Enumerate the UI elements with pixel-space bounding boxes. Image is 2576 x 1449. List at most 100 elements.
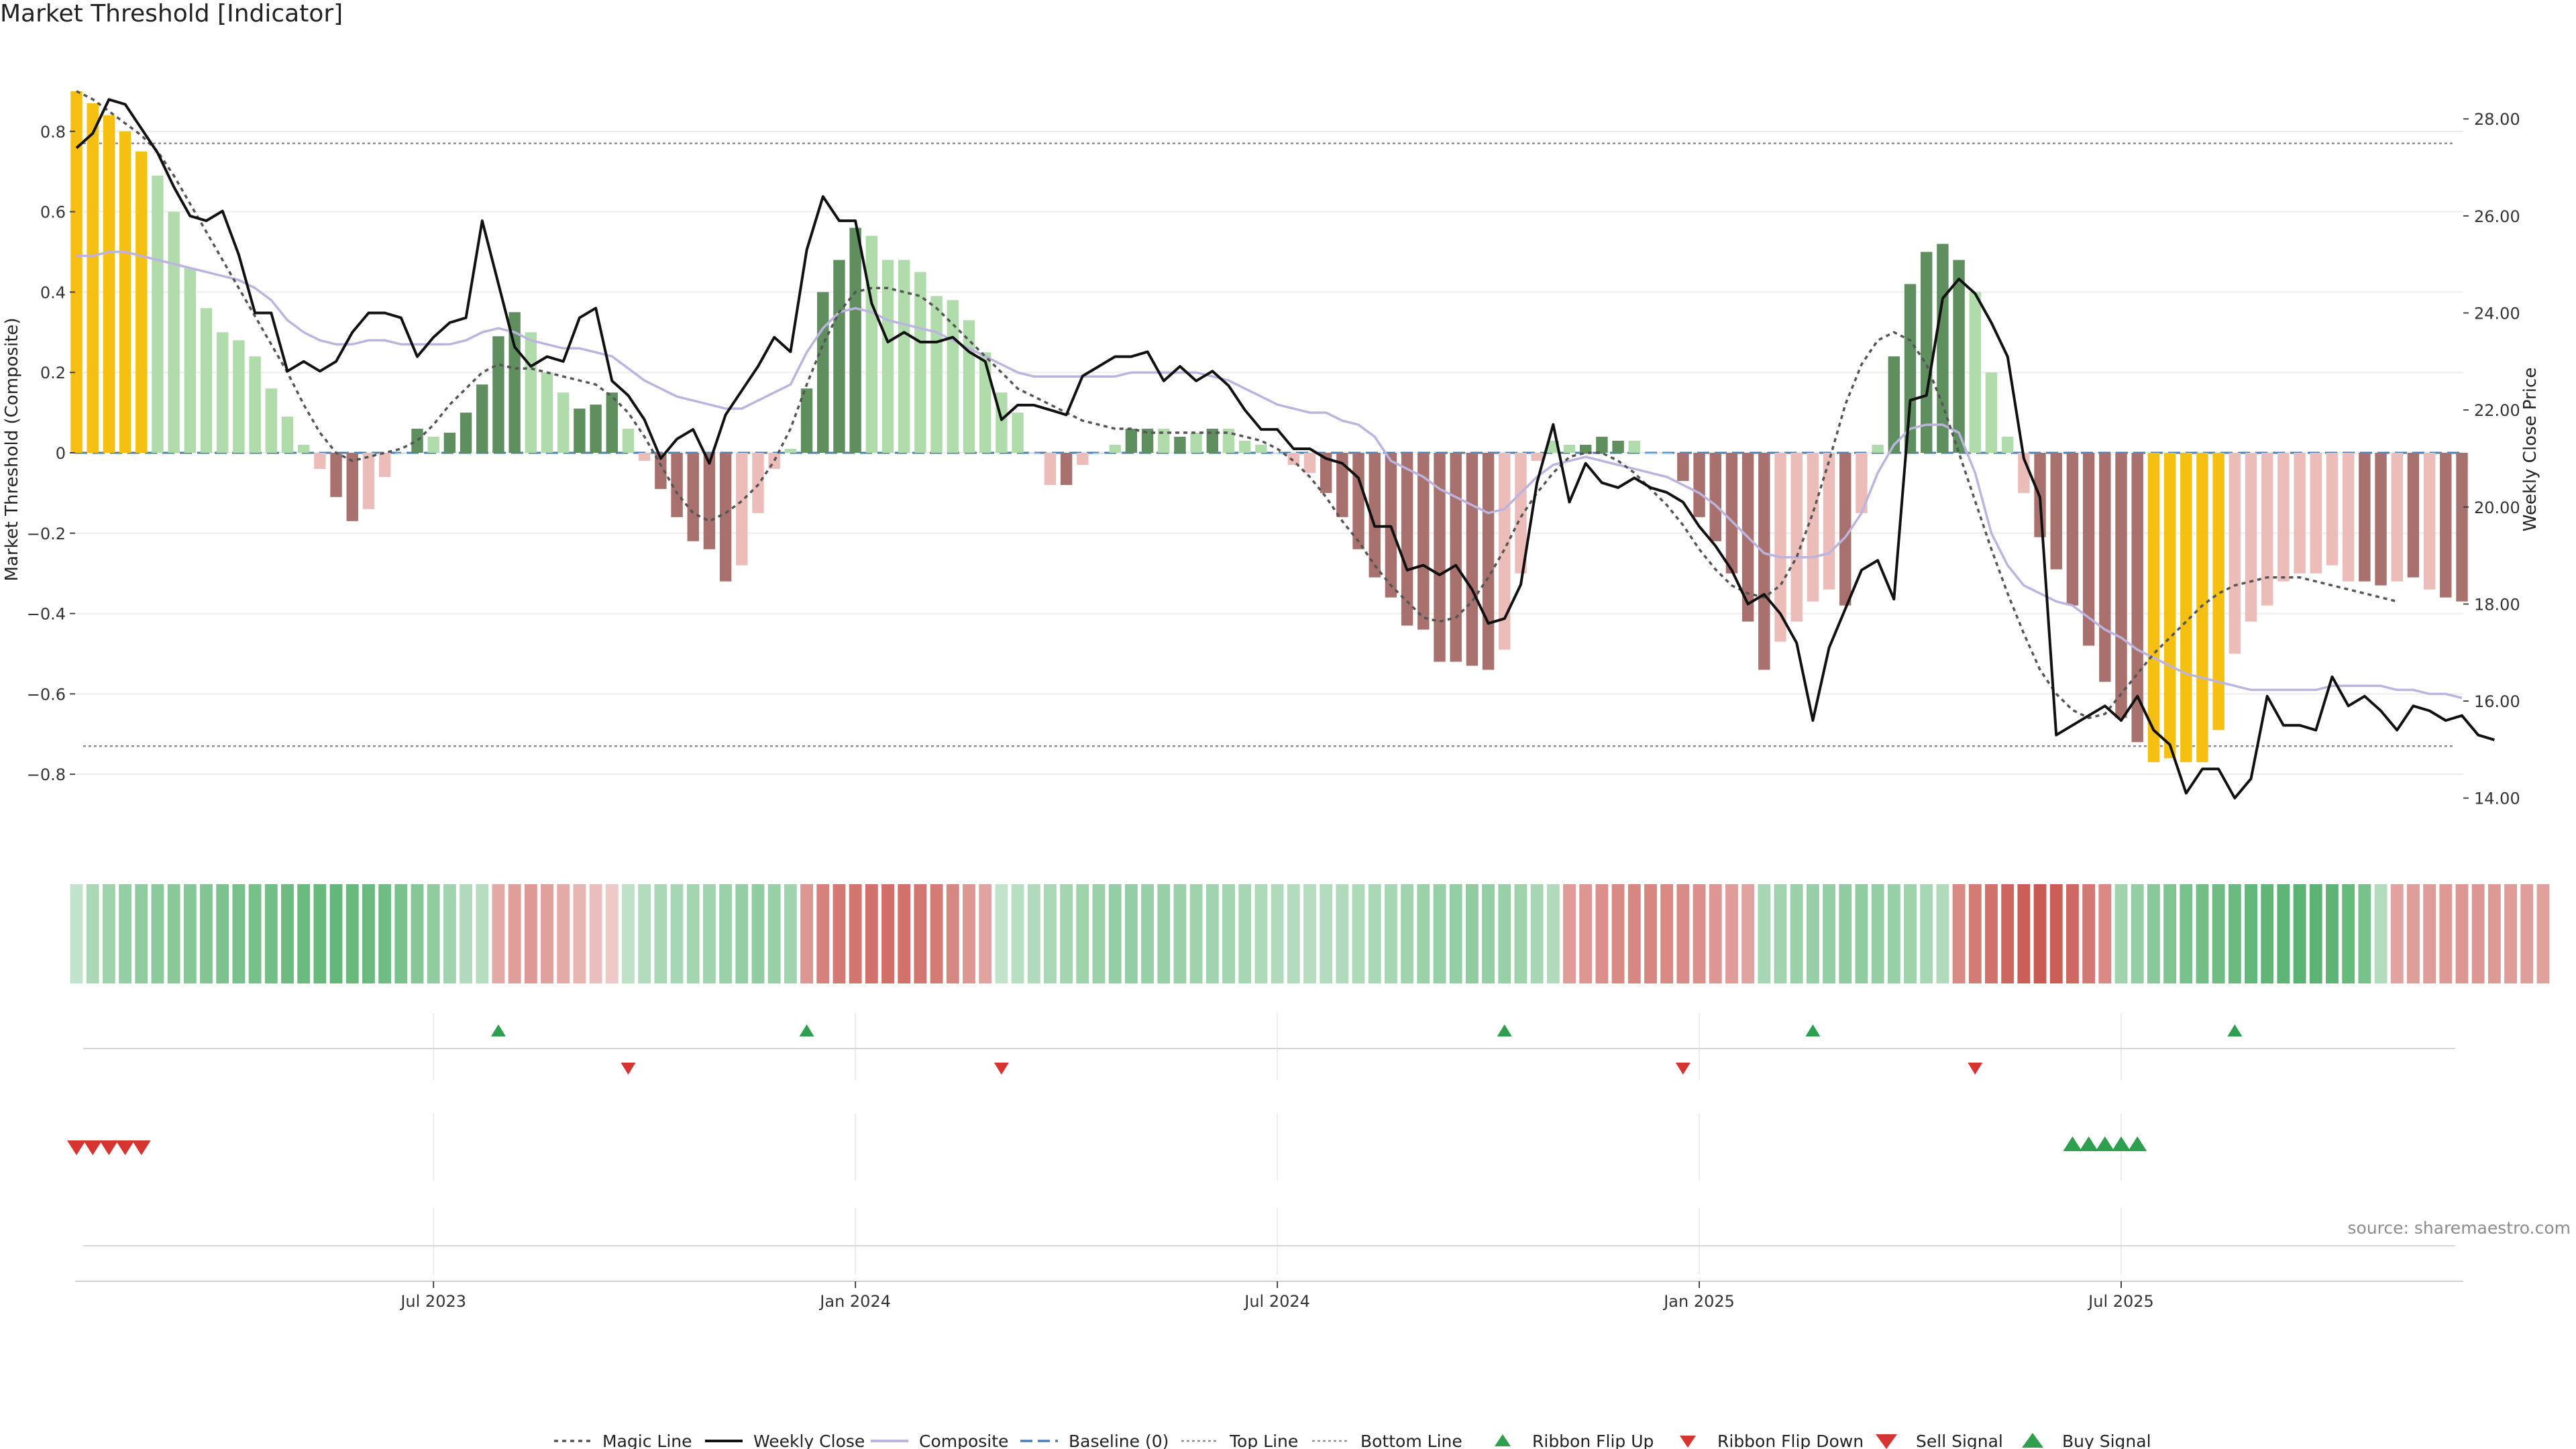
ribbon-cell	[200, 884, 213, 983]
composite-bar	[1368, 452, 1381, 578]
x-axis-tick-label: Jul 2024	[1243, 1292, 1310, 1311]
composite-bar	[1969, 292, 1981, 453]
ribbon-cell	[557, 884, 570, 983]
composite-bar	[525, 332, 537, 453]
composite-bar	[1953, 260, 1965, 453]
composite-bar	[508, 312, 521, 453]
ribbon-cell	[2228, 884, 2241, 983]
composite-bar	[1417, 452, 1430, 630]
ribbon-cell	[914, 884, 927, 983]
series-lines-layer	[75, 90, 2495, 800]
composite-bar	[1872, 445, 1884, 453]
ribbon-cell	[1823, 884, 1836, 983]
composite-bar	[800, 388, 813, 453]
ribbon-cell	[881, 884, 894, 983]
legend-label: Magic Line	[602, 1432, 692, 1449]
ribbon-cell	[1108, 884, 1122, 983]
ribbon-cell	[898, 884, 911, 983]
ribbon-cell	[670, 884, 684, 983]
composite-bar	[1628, 441, 1640, 453]
ribbon-cell	[2471, 884, 2485, 983]
guide-lines-layer	[75, 142, 2463, 747]
composite-bar	[1937, 244, 1949, 453]
ribbon-cell	[1465, 884, 1479, 983]
composite-bar	[557, 392, 570, 453]
composite-bar	[2294, 452, 2306, 574]
ribbon-cell	[2180, 884, 2193, 983]
x-axis-layer: Jul 2023 Jan 2024 Jul 2024 Jan 2025 Jul 2025	[75, 1281, 2463, 1311]
composite-bar	[1206, 429, 1219, 453]
ribbon-cell	[1157, 884, 1171, 983]
ribbon-cell	[1676, 884, 1690, 983]
composite-bar	[2375, 452, 2387, 586]
ribbon-cell	[1384, 884, 1397, 983]
composite-bar	[784, 449, 797, 453]
legend-item: Ribbon Flip Down	[1680, 1432, 1864, 1449]
ribbon-cell	[1887, 884, 1900, 983]
ribbon-cell	[1709, 884, 1722, 983]
composite-line	[76, 250, 2463, 700]
composite-bar	[1725, 452, 1738, 574]
composite-bar	[1709, 452, 1721, 541]
y2-axis-tick-label: 28.00	[2474, 110, 2520, 129]
composite-bar	[865, 235, 878, 453]
ribbon-cell	[119, 884, 132, 983]
ribbon-cell	[2049, 884, 2063, 983]
y2-axis-tick-label: 16.00	[2474, 692, 2520, 711]
composite-bar	[346, 452, 358, 521]
legend-swatch-sell-signal	[1876, 1434, 1897, 1449]
composite-bar	[1790, 452, 1803, 622]
ribbon-cell	[654, 884, 667, 983]
ribbon-cell	[1660, 884, 1674, 983]
legend-item: Buy Signal	[2022, 1432, 2151, 1449]
composite-bar	[1839, 452, 1851, 606]
ribbon-cell	[1449, 884, 1462, 983]
ribbon-cell	[767, 884, 781, 983]
ribbon-cell	[1904, 884, 1917, 983]
composite-bar	[1303, 452, 1316, 473]
composite-bar	[2391, 452, 2403, 582]
ribbon-cell	[2033, 884, 2047, 983]
composite-bar	[2196, 452, 2208, 763]
ribbon-cell	[86, 884, 99, 983]
composite-bar	[168, 211, 180, 453]
composite-bar	[152, 175, 164, 453]
ribbon-cell	[751, 884, 765, 983]
ribbon-flip-down-marker	[621, 1063, 636, 1075]
composite-bar	[849, 227, 861, 453]
composite-bar	[2245, 452, 2257, 622]
composite-bar	[1158, 429, 1170, 453]
ribbon-cell	[476, 884, 489, 983]
ribbon-cell	[492, 884, 505, 983]
ribbon-cell	[1741, 884, 1755, 983]
sell-signal-marker	[131, 1140, 151, 1155]
composite-bar	[1985, 372, 1998, 453]
ribbon-cell	[2163, 884, 2177, 983]
composite-bar	[817, 292, 829, 453]
composite-bar	[2066, 452, 2079, 606]
composite-bar	[2407, 452, 2420, 578]
composite-bar	[249, 356, 261, 453]
ribbon-flip-up-marker	[1497, 1024, 1512, 1036]
composite-bar	[2099, 452, 2111, 682]
composite-bar	[2456, 452, 2468, 602]
ribbon-cell	[313, 884, 327, 983]
ribbon-cell	[1076, 884, 1089, 983]
ribbon-cell	[508, 884, 521, 983]
composite-bar	[541, 372, 553, 453]
composite-bar	[1515, 452, 1527, 574]
legend-label: Top Line	[1229, 1432, 1298, 1449]
composite-bar	[719, 452, 732, 582]
composite-bar	[200, 308, 213, 453]
composite-bar	[1190, 433, 1202, 453]
ribbon-cell	[1141, 884, 1155, 983]
ribbon-cell	[849, 884, 862, 983]
composite-bar	[622, 429, 635, 453]
composite-bar	[217, 332, 229, 453]
ribbon-cell	[784, 884, 797, 983]
sell-signal-marker	[83, 1140, 103, 1155]
composite-bar	[1466, 452, 1479, 666]
ribbon-cell	[2342, 884, 2355, 983]
y2-axis-tick-label: 26.00	[2474, 207, 2520, 226]
ribbon-cell	[1433, 884, 1446, 983]
